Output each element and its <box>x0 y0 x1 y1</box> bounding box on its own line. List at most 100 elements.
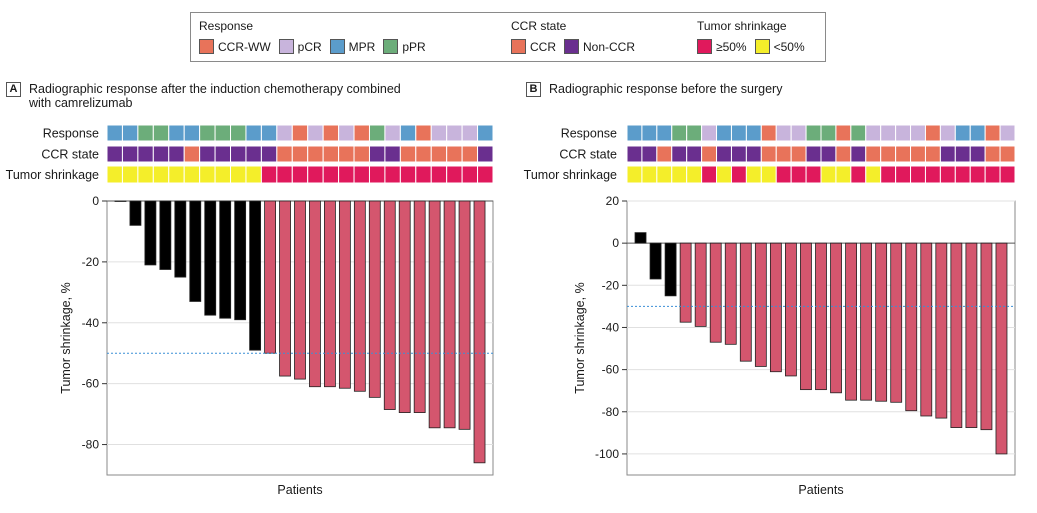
panel-b-track-2-cell <box>671 165 688 184</box>
panel-a-track-1-cell <box>168 145 185 163</box>
panel-b-title: Radiographic response before the surgery <box>549 82 782 96</box>
legend-swatch-ge50 <box>697 39 712 54</box>
panel-a-bar <box>458 200 471 430</box>
legend-item-pcr: pCR <box>278 39 322 54</box>
panel-a-ylabel: Tumor shrinkage, % <box>59 282 73 393</box>
panel-b-track-2-cell <box>745 165 762 184</box>
panel-b-ytick-label: 20 <box>606 194 620 208</box>
panel-a-track-0-cell <box>168 124 185 142</box>
panel-a-ytick-label: -20 <box>82 255 100 269</box>
panel-a-ytick-label: -80 <box>82 438 100 452</box>
panel-b-track-0-cell <box>716 124 732 142</box>
panel-b-track-0-cell <box>924 124 941 142</box>
panel-a-track-2-cell <box>338 165 355 184</box>
panel-a-bar <box>279 200 291 377</box>
panel-a-track-2-cell <box>322 165 340 184</box>
panel-b-track-2-cell <box>910 165 926 184</box>
legend: Response CCR-WW pCR MPR pPR CCR state CC… <box>190 12 826 62</box>
panel-b-track-2-cell <box>969 165 986 184</box>
panel-b-track-0-cell <box>656 124 673 142</box>
panel-b-track-1-cell <box>895 145 912 163</box>
panel-b-track-1-cell <box>969 145 986 163</box>
panel-a-track-0-cell <box>260 124 278 142</box>
panel-a-bar <box>383 200 396 410</box>
legend-swatch-ccr-ww <box>199 39 214 54</box>
panel-a-track-2-cell <box>121 165 139 184</box>
legend-item-ccr-ww: CCR-WW <box>199 39 271 54</box>
panel-b-track-1-cell <box>760 145 777 163</box>
legend-group-tumor-shrinkage: Tumor shrinkage ≥50% <50% <box>697 19 805 54</box>
panel-a-track-1-cell <box>430 145 448 163</box>
panel-a-bar <box>473 200 486 464</box>
panel-b-bar <box>845 242 857 401</box>
panel-a-track-1-cell <box>183 145 201 163</box>
panel-a-track-2-cell <box>230 165 247 184</box>
legend-swatch-mpr <box>329 39 345 54</box>
panel-a-track-1-cell <box>106 145 123 163</box>
panel-a-bar <box>189 200 202 302</box>
legend-label-non-ccr: Non-CCR <box>583 39 636 54</box>
panel-a-title-line1: Radiographic response after the inductio… <box>29 82 401 96</box>
panel-a-track-1-cell <box>137 145 154 163</box>
panel-a-track-0-cell <box>307 124 324 142</box>
panel-b-ytick-label: -60 <box>602 363 620 377</box>
panel-b-track-1-cell <box>984 145 1001 163</box>
panel-b-bar <box>769 242 782 373</box>
panel-a-track-0-cell <box>230 124 247 142</box>
panel-b-bar <box>739 242 752 362</box>
panel-b-track-0-cell <box>895 124 912 142</box>
panel-a-track-0-cell <box>338 124 355 142</box>
panel-a-track-1-cell <box>322 145 340 163</box>
panel-b-track-2-cell <box>939 165 956 184</box>
panel-b-track-label-2: Tumor shrinkage <box>524 168 617 182</box>
panel-a-track-label-1: CCR state <box>41 148 99 162</box>
panel-b-track-0-cell <box>865 124 882 142</box>
legend-item-ge50: ≥50% <box>697 39 747 54</box>
panel-b-bar <box>649 242 662 280</box>
panel-a-bar <box>324 200 336 388</box>
panel-b-track-1-cell <box>910 145 926 163</box>
panel-a-track-0-cell <box>291 124 309 142</box>
legend-title-response: Response <box>199 19 254 33</box>
panel-a-track-2-cell <box>183 165 201 184</box>
panel-a-bar <box>159 200 172 270</box>
panel-a-title-line2: with camrelizumab <box>29 96 133 110</box>
panel-b-ytick-label: -40 <box>602 320 620 334</box>
legend-swatch-ccr <box>511 39 526 54</box>
panel-a-bar <box>234 200 247 321</box>
panel-a-track-1-cell <box>461 145 479 163</box>
panel-b-track-0-cell <box>850 124 867 142</box>
panel-b-track-2-cell <box>716 165 732 184</box>
panel-b-track-0-cell <box>984 124 1001 142</box>
legend-label-ppr: pPR <box>402 39 426 54</box>
panel-b-track-1-cell <box>790 145 807 163</box>
panel-b-track-1-cell <box>775 145 792 163</box>
panel-a-track-2-cell <box>353 165 370 184</box>
panel-a-track-1-cell <box>415 145 432 163</box>
panel-a-track-0-cell <box>415 124 432 142</box>
legend-item-ppr: pPR <box>383 39 426 54</box>
panel-b-track-2-cell <box>850 165 867 184</box>
panel-a-track-2-cell <box>106 165 123 184</box>
panel-b-bar <box>860 242 873 401</box>
panel-a-track-1-cell <box>338 145 355 163</box>
panel-b-bar <box>995 242 1008 455</box>
panel-b-track-2-cell <box>880 165 897 184</box>
panel-b-track-1-cell <box>730 145 747 163</box>
panel-a-track-1-cell <box>477 145 494 163</box>
panel-b-track-0-cell <box>835 124 852 142</box>
panel-b-track-1-cell <box>745 145 762 163</box>
panel-b-track-1-cell <box>671 145 688 163</box>
legend-swatch-non-ccr <box>564 39 579 54</box>
panel-b-track-2-cell <box>805 165 822 184</box>
panel-b-track-1-cell <box>865 145 882 163</box>
panel-b-track-0-cell <box>939 124 956 142</box>
panel-b-track-0-cell <box>969 124 986 142</box>
panel-a-track-2-cell <box>199 165 216 184</box>
legend-label-ccr-ww: CCR-WW <box>218 39 271 54</box>
legend-title-tumor-shrinkage: Tumor shrinkage <box>697 19 787 33</box>
panel-b-track-1-cell <box>626 145 643 163</box>
panel-a-track-2-cell <box>137 165 154 184</box>
legend-item-lt50: <50% <box>754 39 805 54</box>
